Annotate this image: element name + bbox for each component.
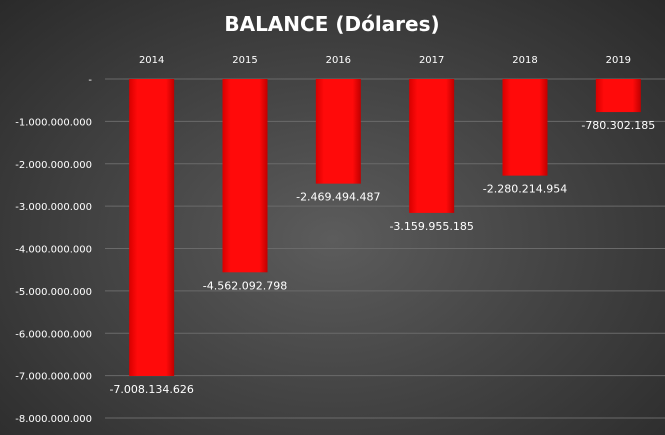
bar-2019	[595, 79, 641, 113]
data-label-2017: -3.159.955.185	[389, 220, 473, 233]
y-tick-label: -4.000.000.000	[15, 245, 92, 256]
y-tick-label: -2.000.000.000	[15, 160, 92, 171]
bar-2018	[502, 79, 548, 176]
y-axis-ticks: - -1.000.000.000 -2.000.000.000 -3.000.000.…	[15, 75, 92, 425]
y-tick-label: -7.000.000.000	[15, 372, 92, 383]
x-category-label: 2017	[419, 55, 444, 66]
x-category-label: 2015	[232, 55, 257, 66]
data-label-2015: -4.562.092.798	[203, 279, 287, 292]
data-labels: -7.008.134.626 -4.562.092.798 -2.469.494.4…	[109, 119, 655, 396]
chart-title: BALANCE (Dólares)	[224, 12, 439, 36]
y-tick-label: -3.000.000.000	[15, 202, 92, 213]
data-label-2014: -7.008.134.626	[109, 383, 193, 396]
gridlines	[105, 78, 665, 419]
bar-2016	[315, 79, 361, 184]
y-tick-label: -8.000.000.000	[15, 414, 92, 425]
data-label-2016: -2.469.494.487	[296, 191, 380, 204]
y-tick-label: -6.000.000.000	[15, 329, 92, 340]
y-tick-label: -1.000.000.000	[15, 117, 92, 128]
x-category-label: 2014	[139, 55, 164, 66]
bar-2017	[409, 79, 455, 213]
x-axis-categories: 2014 2015 2016 2017 2018 2019	[139, 55, 631, 66]
data-label-2019: -780.302.185	[581, 119, 655, 132]
y-tick-label: -5.000.000.000	[15, 287, 92, 298]
bar-2015	[222, 79, 268, 273]
x-category-label: 2016	[326, 55, 351, 66]
x-category-label: 2019	[606, 55, 631, 66]
x-category-label: 2018	[512, 55, 537, 66]
data-label-2018: -2.280.214.954	[483, 183, 567, 196]
bar-2014	[129, 79, 175, 376]
y-tick-label: -	[88, 75, 92, 86]
bars	[129, 79, 641, 376]
